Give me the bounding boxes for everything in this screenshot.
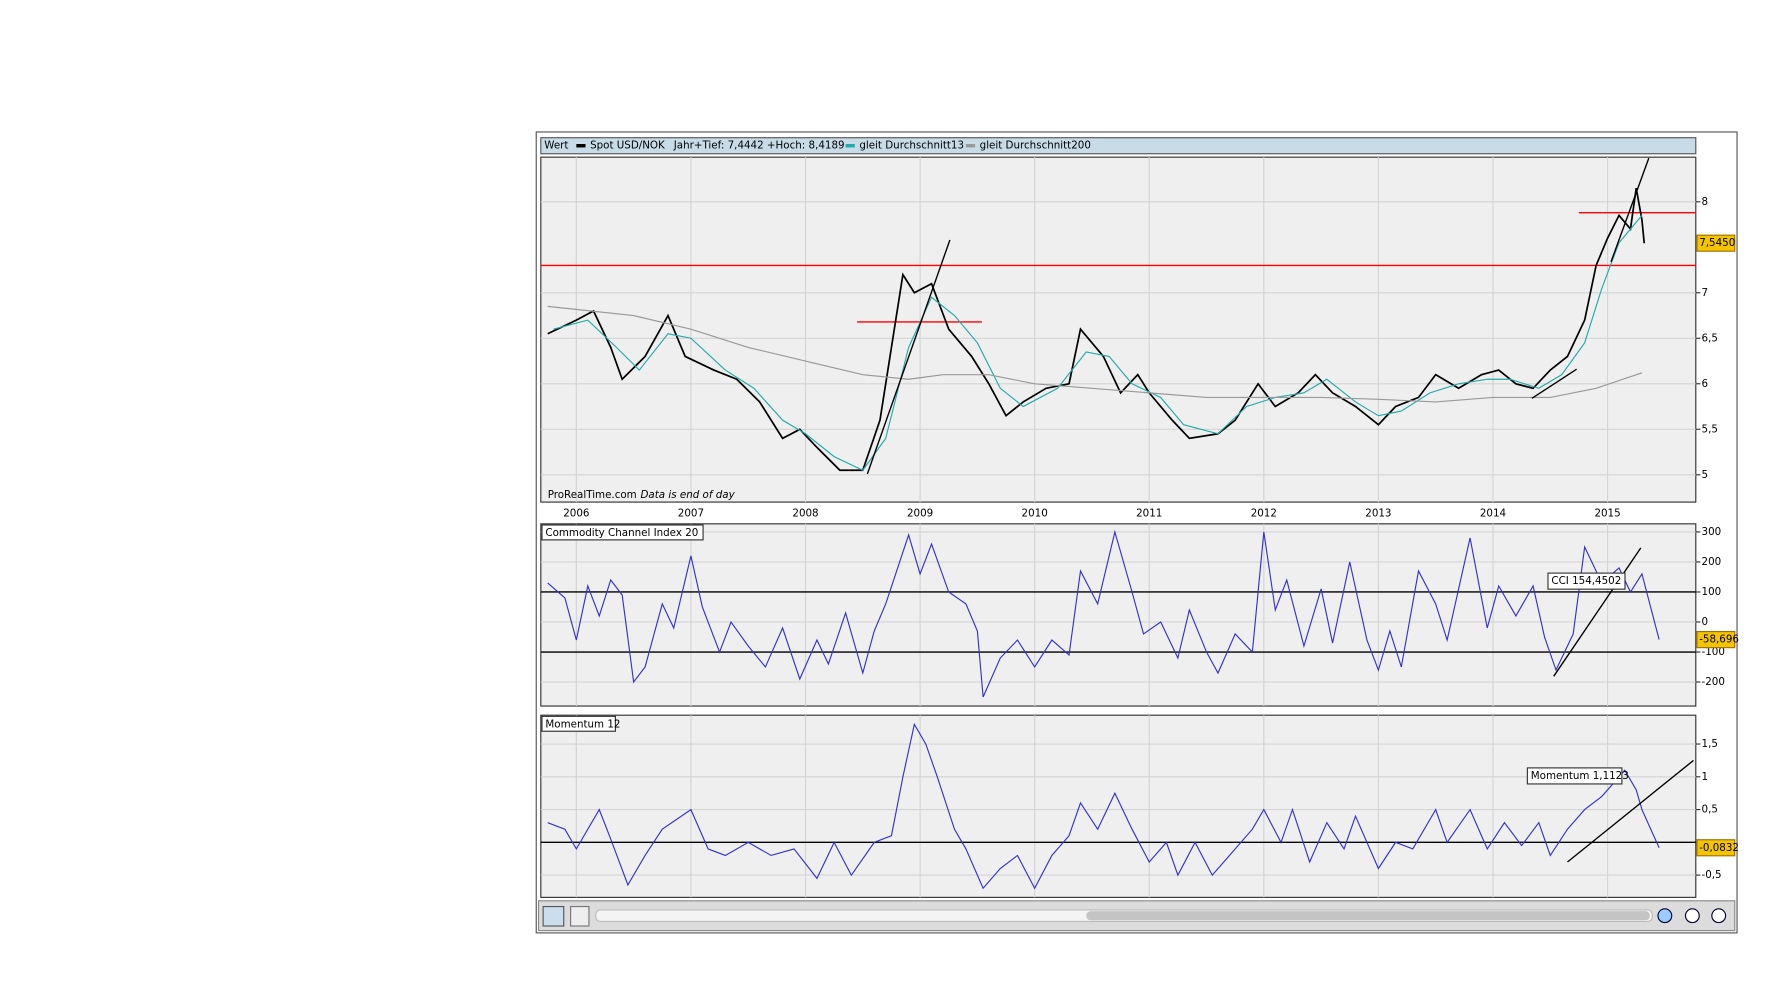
plot-area — [540, 714, 1697, 898]
series-line — [553, 215, 1643, 471]
y-tick-label: -200 — [1702, 676, 1725, 688]
legend-entry: gleit Durchschnitt13 — [859, 140, 964, 152]
legend-entry: gleit Durchschnitt200 — [980, 140, 1091, 152]
panel-title-box — [541, 715, 616, 732]
zoom-out-button[interactable] — [1684, 908, 1700, 924]
y-tick-label: 200 — [1702, 556, 1722, 568]
x-tick-label: 2011 — [1136, 508, 1162, 520]
toolbar-button[interactable] — [542, 905, 565, 927]
trend-line — [1567, 759, 1694, 863]
y-tick-label: 5,5 — [1702, 423, 1718, 435]
trend-line — [1531, 368, 1578, 399]
trend-line — [866, 239, 951, 475]
trend-line — [1553, 547, 1642, 677]
x-tick-label: 2010 — [1022, 508, 1048, 520]
y-tick-label: 100 — [1702, 586, 1722, 598]
note: Data is end of day — [641, 489, 736, 501]
panel-title-box — [541, 524, 704, 541]
series-line — [547, 722, 1660, 890]
legend-swatch — [576, 144, 586, 148]
zoom-button[interactable] — [1657, 908, 1673, 924]
last-value-label: -0,0832 — [1699, 842, 1739, 854]
y-tick-label: 1 — [1702, 771, 1709, 783]
legend-swatch — [845, 144, 855, 148]
y-tick-label: 6,5 — [1702, 332, 1718, 344]
y-tick-label: 6 — [1702, 378, 1709, 390]
x-tick-label: 2013 — [1365, 508, 1391, 520]
annotation: Momentum 1,1123 — [1531, 770, 1629, 782]
panel-title: Momentum 12 — [545, 718, 620, 730]
scroll-thumb[interactable] — [1086, 911, 1650, 921]
annotation: CCI 154,4502 — [1551, 575, 1621, 587]
y-tick-label: -100 — [1702, 646, 1725, 658]
panel-title: Commodity Channel Index 20 — [545, 527, 698, 539]
series-line — [547, 305, 1643, 403]
legend-entry: Spot USD/NOK — [590, 140, 665, 152]
header-label: Wert — [544, 140, 568, 152]
zoom-in-button[interactable] — [1711, 908, 1727, 924]
y-tick-label: 5 — [1702, 469, 1709, 481]
legend-bar — [540, 137, 1697, 155]
plot-area — [540, 156, 1697, 503]
y-tick-label: 8 — [1702, 196, 1709, 208]
y-tick-label: 1,5 — [1702, 738, 1718, 750]
source: ProRealTime.com — [548, 489, 637, 501]
legend-swatch — [965, 144, 976, 148]
annotation-box — [1547, 572, 1626, 590]
x-tick-label: 2007 — [678, 508, 704, 520]
last-value-box — [1696, 839, 1736, 857]
last-value-box — [1696, 234, 1736, 252]
trend-line — [1610, 157, 1650, 263]
range-note: Jahr+Tief: 7,4442 +Hoch: 8,4189 — [673, 140, 845, 152]
x-tick-label: 2009 — [907, 508, 933, 520]
x-tick-label: 2012 — [1251, 508, 1277, 520]
annotation-box — [1526, 767, 1623, 785]
toolbar-button[interactable] — [570, 905, 590, 927]
plot-area — [540, 523, 1697, 707]
last-value-label: 7,5450 — [1699, 237, 1735, 249]
y-tick-label: 0,5 — [1702, 804, 1718, 816]
last-value-label: -58,696 — [1699, 634, 1739, 646]
series-line — [547, 187, 1646, 472]
y-tick-label: 7 — [1702, 287, 1709, 299]
x-tick-label: 2014 — [1480, 508, 1506, 520]
series-line — [547, 529, 1660, 698]
x-tick-label: 2015 — [1594, 508, 1620, 520]
y-tick-label: -0,5 — [1702, 869, 1722, 881]
last-value-box — [1696, 631, 1736, 649]
x-tick-label: 2008 — [792, 508, 818, 520]
y-tick-label: 300 — [1702, 526, 1722, 538]
y-tick-label: 0 — [1702, 616, 1709, 628]
x-tick-label: 2006 — [563, 508, 589, 520]
